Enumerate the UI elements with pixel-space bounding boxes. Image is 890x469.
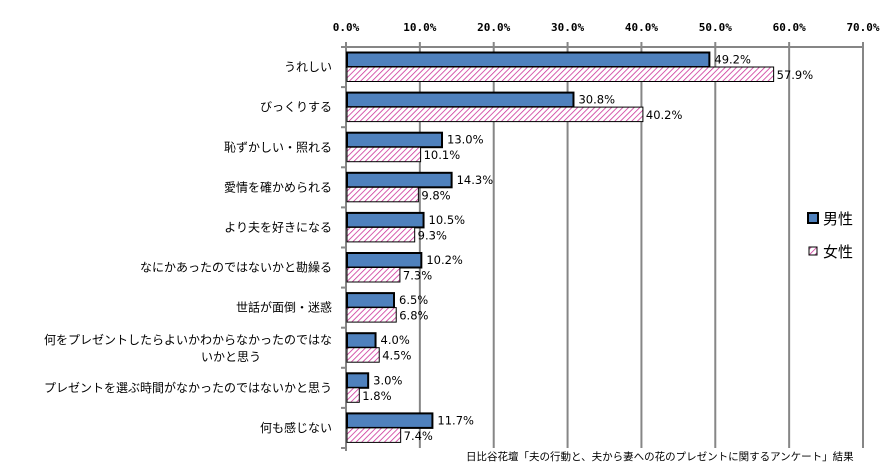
bar-female <box>346 427 402 443</box>
bar-female <box>346 347 380 363</box>
bar-male <box>346 292 396 309</box>
x-tick-label: 20.0% <box>477 21 510 34</box>
bar-male <box>346 91 575 109</box>
bar-female <box>346 307 397 323</box>
value-label-male: 6.5% <box>399 293 428 307</box>
value-label-female: 9.8% <box>421 188 450 202</box>
value-label-female: 57.9% <box>777 68 814 82</box>
legend-label-female: 女性 <box>823 243 853 261</box>
value-label-male: 49.2% <box>714 53 751 67</box>
bar-male <box>346 332 377 349</box>
category-label: より夫を好きになる <box>224 220 332 234</box>
value-label-male: 3.0% <box>373 373 402 387</box>
bar-male <box>346 252 423 269</box>
category-label: びっくりする <box>260 100 332 114</box>
source-note: 日比谷花壇「夫の行動と、夫から妻への花のプレゼントに関するアンケート」結果 <box>466 450 854 463</box>
value-label-male: 14.3% <box>457 173 494 187</box>
bar-male <box>346 51 711 68</box>
legend-swatch-male <box>807 212 819 224</box>
category-labels: うれしいびっくりする恥ずかしい・照れる愛情を確かめられるより夫を好きになるなにか… <box>44 60 332 435</box>
value-label-male: 10.2% <box>426 253 463 267</box>
value-label-female: 6.8% <box>399 309 428 323</box>
bar-female <box>346 267 401 283</box>
legend: 男性 女性 <box>807 210 853 261</box>
value-label-male: 30.8% <box>578 93 615 107</box>
category-label: なにかあったのではないかと勘繰る <box>140 261 332 275</box>
legend-swatch-female <box>808 246 818 256</box>
bars <box>346 51 775 443</box>
x-tick-label: 70.0% <box>846 21 879 34</box>
category-label: 何をプレゼントしたらよいかわからなかったのではな <box>44 333 332 347</box>
value-label-male: 11.7% <box>437 413 474 427</box>
value-label-male: 4.0% <box>381 333 410 347</box>
bar-female <box>346 226 416 243</box>
bar-female <box>346 387 360 403</box>
x-tick-label: 10.0% <box>403 21 436 34</box>
category-label: 何も感じない <box>260 420 332 435</box>
y-axis <box>341 42 347 451</box>
x-tick-label: 30.0% <box>551 21 584 34</box>
x-tick-label: 40.0% <box>625 21 658 34</box>
value-label-female: 4.5% <box>382 349 411 363</box>
x-tick-label: 50.0% <box>699 21 732 34</box>
bar-male <box>346 131 444 149</box>
x-axis: 0.0% 10.0% 20.0% 30.0% 40.0% 50.0% 60.0% 70.0% <box>333 21 880 48</box>
category-label: いかと思う <box>201 350 261 364</box>
bar-female <box>346 146 422 163</box>
bar-male <box>346 372 370 389</box>
bar-female <box>346 106 644 123</box>
x-tick-label: 60.0% <box>773 21 806 34</box>
bar-male <box>346 412 434 429</box>
value-label-female: 40.2% <box>646 108 683 122</box>
legend-label-male: 男性 <box>823 210 853 228</box>
value-label-female: 7.4% <box>404 429 433 443</box>
x-tick-label: 0.0% <box>333 21 360 34</box>
bar-female <box>346 186 419 203</box>
value-label-female: 9.3% <box>418 228 447 242</box>
bar-female <box>346 66 775 82</box>
value-labels: 49.2% 57.9% 30.8% 40.2% 13.0%10.1% 14.3% 9.8% 1… <box>362 53 813 443</box>
value-label-female: 7.3% <box>403 269 432 283</box>
bar-male <box>346 211 425 229</box>
category-label: 愛情を確かめられる <box>224 179 332 194</box>
value-label-female: 1.8% <box>362 389 391 403</box>
value-label-female: 10.1% <box>424 148 461 162</box>
value-label-male: 13.0% <box>447 133 484 147</box>
bar-male <box>346 171 453 189</box>
category-label: プレゼントを選ぶ時間がなかったのではないかと思う <box>44 380 332 395</box>
category-label: うれしい <box>284 60 332 74</box>
category-label: 恥ずかしい・照れる <box>224 140 332 154</box>
value-label-male: 10.5% <box>429 213 466 227</box>
category-label: 世話が面倒・迷惑 <box>236 300 332 315</box>
